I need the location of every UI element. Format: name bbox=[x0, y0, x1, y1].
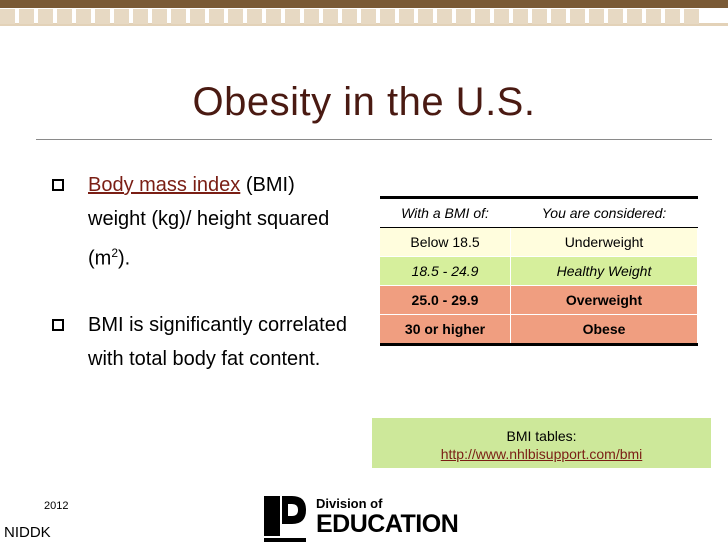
bmi-category: Overweight bbox=[510, 285, 698, 315]
table-row: Below 18.5 Underweight bbox=[380, 227, 698, 257]
bmi-units-suffix: ). bbox=[118, 247, 131, 270]
correlation-line-1: BMI is significantly correlated bbox=[88, 313, 347, 336]
bmi-range: Below 18.5 bbox=[380, 227, 511, 257]
bmi-category: Underweight bbox=[510, 227, 698, 257]
footer-org: NIDDK bbox=[4, 524, 51, 541]
bmi-link[interactable]: Body mass index bbox=[88, 174, 241, 196]
table-row: 25.0 - 29.9 Overweight bbox=[380, 285, 698, 315]
bmi-abbrev: (BMI) bbox=[240, 174, 295, 196]
header-category: You are considered: bbox=[510, 196, 698, 228]
table-row: 18.5 - 24.9 Healthy Weight bbox=[380, 256, 698, 286]
bullet-bmi-definition: Body mass index (BMI) weight (kg)/ heigh… bbox=[48, 168, 368, 276]
header-bar bbox=[0, 0, 728, 8]
logo-line-2: EDUCATION bbox=[316, 510, 459, 538]
square-bullet-icon bbox=[52, 318, 64, 331]
slide-title: Obesity in the U.S. bbox=[192, 80, 536, 124]
square-bullet-icon bbox=[52, 179, 64, 191]
bmi-range: 30 or higher bbox=[380, 314, 511, 345]
division-logo: Division of EDUCATION bbox=[262, 494, 459, 544]
bmi-category: Obese bbox=[510, 314, 698, 345]
pennington-logo-icon bbox=[264, 496, 306, 542]
bullet-bmi-correlation: BMI is significantly correlated with tot… bbox=[48, 308, 368, 376]
bmi-table: With a BMI of: You are considered: Below… bbox=[380, 196, 698, 346]
bmi-units-exponent: 2 bbox=[111, 246, 119, 260]
decorative-squares-band bbox=[0, 8, 728, 26]
bmi-formula: weight (kg)/ height squared bbox=[88, 208, 330, 230]
correlation-line-2: with total body fat content. bbox=[88, 347, 321, 370]
bmi-range: 18.5 - 24.9 bbox=[380, 256, 511, 286]
logo-line-1: Division of bbox=[316, 496, 383, 511]
bmi-category: Healthy Weight bbox=[510, 256, 698, 286]
bullet-list: Body mass index (BMI) weight (kg)/ heigh… bbox=[48, 168, 368, 408]
title-divider bbox=[36, 139, 712, 140]
table-row: 30 or higher Obese bbox=[380, 314, 698, 345]
reference-label: BMI tables: bbox=[506, 428, 577, 444]
table-header-row: With a BMI of: You are considered: bbox=[380, 196, 698, 228]
footer-year: 2012 bbox=[44, 500, 69, 512]
bmi-units-prefix: (m bbox=[88, 247, 112, 270]
reference-box: BMI tables: http://www.nhlbisupport.com/… bbox=[372, 418, 711, 468]
header-bmi: With a BMI of: bbox=[380, 196, 511, 228]
bmi-range: 25.0 - 29.9 bbox=[380, 285, 511, 315]
reference-link[interactable]: http://www.nhlbisupport.com/bmi bbox=[440, 446, 643, 462]
